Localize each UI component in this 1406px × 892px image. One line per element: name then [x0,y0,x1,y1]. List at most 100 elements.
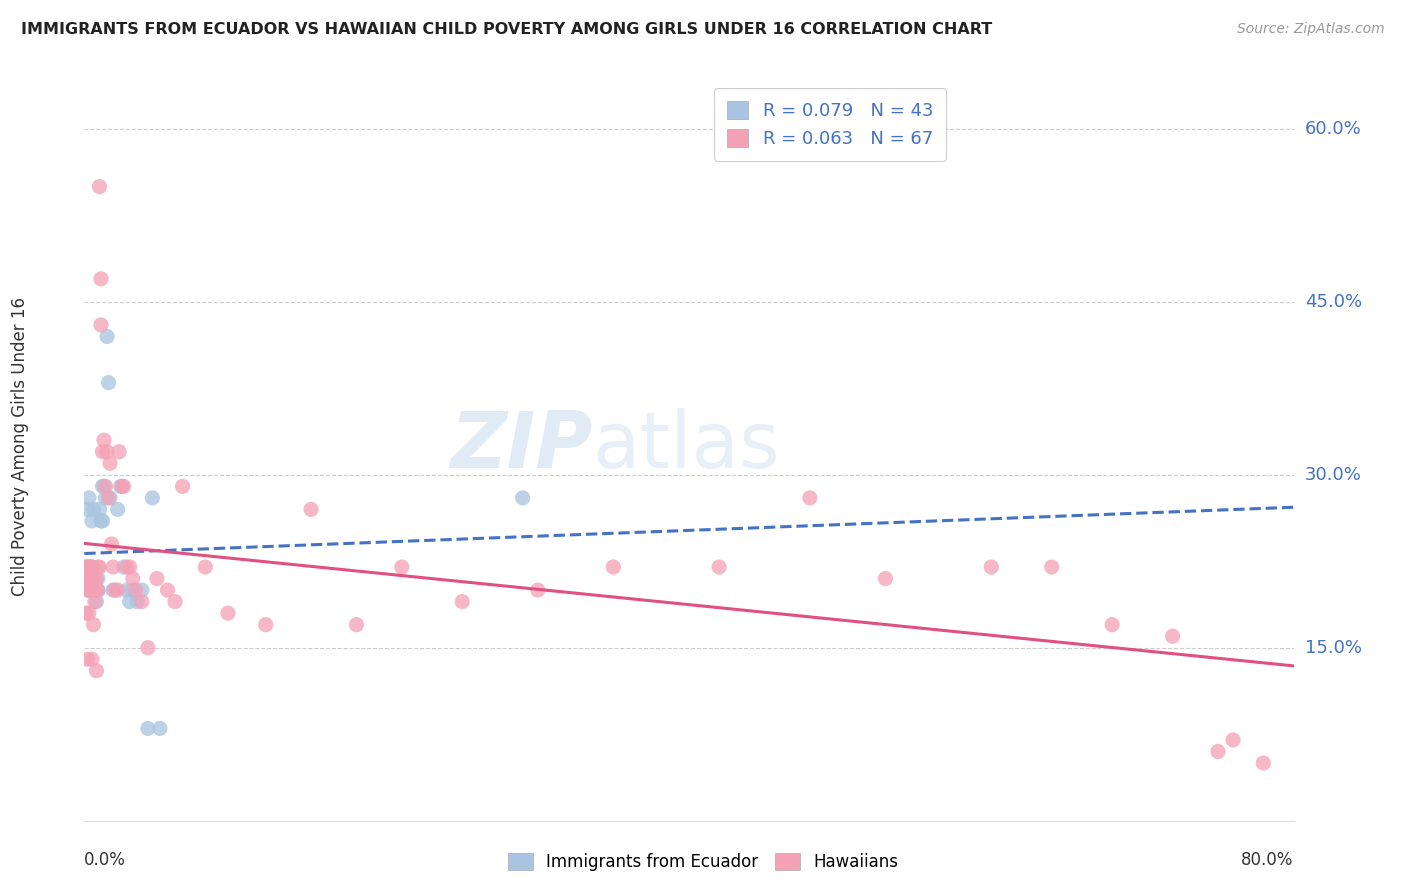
Point [77,583,100,598]
Point [82,572,104,586]
Point [97,376,120,390]
Point [149,722,172,736]
Point [104,583,127,598]
Point [108,444,131,458]
Point [299,502,322,516]
Point [217,606,239,620]
Text: 15.0%: 15.0% [1305,639,1361,657]
Point [1206,744,1229,758]
Point [527,583,550,598]
Point [79,572,101,586]
Point [87,572,110,586]
Text: 80.0%: 80.0% [1241,851,1294,869]
Point [91,479,114,493]
Point [80,560,103,574]
Point [131,583,153,598]
Point [75,606,97,620]
Point [75,560,97,574]
Point [90,318,112,332]
Legend: R = 0.079   N = 43, R = 0.063   N = 67: R = 0.079 N = 43, R = 0.063 N = 67 [714,88,946,161]
Point [77,491,100,505]
Point [87,583,110,598]
Point [79,560,101,574]
Text: 30.0%: 30.0% [1305,466,1361,483]
Point [84,583,107,598]
Point [121,572,143,586]
Point [125,583,148,598]
Point [91,514,114,528]
Legend: Immigrants from Ecuador, Hawaiians: Immigrants from Ecuador, Hawaiians [499,845,907,880]
Point [96,444,118,458]
Point [79,583,101,598]
Point [1161,629,1184,643]
Point [84,583,107,598]
Point [254,617,277,632]
Point [84,594,107,608]
Point [89,179,111,194]
Point [93,434,115,448]
Point [101,560,124,574]
Point [799,491,821,505]
Point [165,594,187,608]
Point [111,479,134,493]
Text: 45.0%: 45.0% [1305,293,1362,311]
Point [1253,756,1275,770]
Point [146,572,169,586]
Text: 60.0%: 60.0% [1305,120,1361,138]
Point [86,572,108,586]
Point [101,583,124,598]
Point [1222,733,1244,747]
Point [1101,617,1123,632]
Point [91,444,114,458]
Point [82,502,104,516]
Point [90,272,112,286]
Point [107,502,129,516]
Point [346,617,368,632]
Point [136,722,159,736]
Point [84,583,107,598]
Point [77,560,100,574]
Point [93,479,115,493]
Point [131,594,153,608]
Point [451,594,474,608]
Point [110,479,132,493]
Point [391,560,413,574]
Point [79,572,101,586]
Point [136,640,159,655]
Point [96,329,118,343]
Point [76,502,98,516]
Point [80,652,103,666]
Point [86,583,108,598]
Point [77,572,100,586]
Point [100,537,122,551]
Point [602,560,624,574]
Text: 0.0%: 0.0% [84,851,127,869]
Point [141,491,163,505]
Point [512,491,534,505]
Point [97,491,120,505]
Text: ZIP: ZIP [450,408,592,484]
Point [75,560,97,574]
Point [118,594,141,608]
Point [107,583,129,598]
Point [112,479,135,493]
Point [86,664,108,678]
Point [87,583,110,598]
Point [121,583,143,598]
Point [90,514,112,528]
Text: IMMIGRANTS FROM ECUADOR VS HAWAIIAN CHILD POVERTY AMONG GIRLS UNDER 16 CORRELATI: IMMIGRANTS FROM ECUADOR VS HAWAIIAN CHIL… [21,22,993,37]
Point [76,560,98,574]
Point [89,502,111,516]
Point [115,560,138,574]
Point [79,560,101,574]
Point [80,583,103,598]
Point [87,560,110,574]
Point [156,583,179,598]
Point [76,652,98,666]
Point [80,583,103,598]
Point [82,583,104,598]
Point [709,560,731,574]
Point [77,572,100,586]
Point [98,491,121,505]
Point [80,560,103,574]
